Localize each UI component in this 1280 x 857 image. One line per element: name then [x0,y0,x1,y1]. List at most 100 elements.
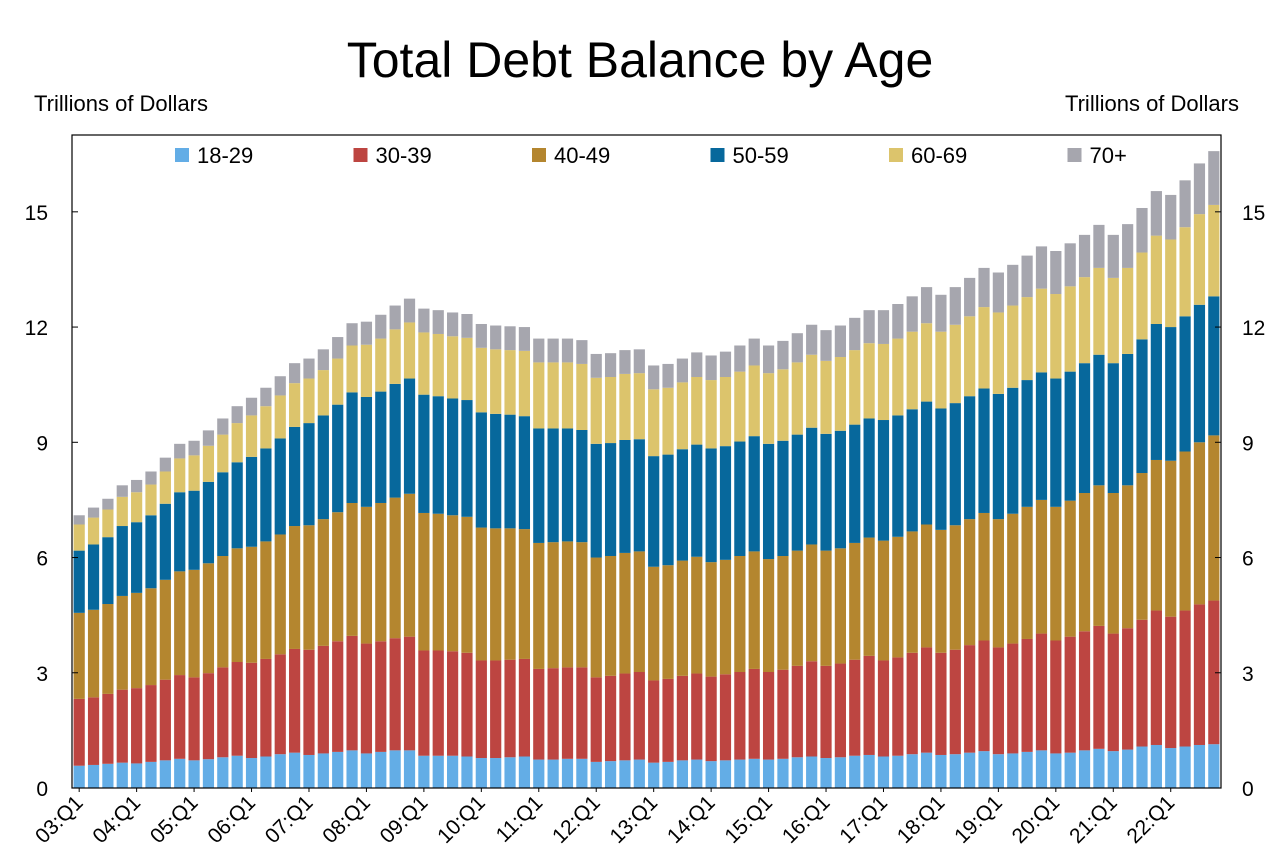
bar-segment-70+ [1007,264,1019,306]
bar-segment-30-39 [791,665,803,758]
bar-segment-18-29 [849,755,861,788]
bar-stack [935,294,947,788]
bar-segment-18-29 [547,759,559,788]
x-tick-label: 12:Q1 [548,791,605,848]
bar-segment-40-49 [1021,506,1033,639]
bar-segment-18-29 [461,756,473,788]
bar-segment-18-29 [389,750,401,788]
bar-segment-18-29 [159,760,171,788]
legend-label: 50-59 [733,143,789,168]
bar-segment-40-49 [676,560,688,676]
bar-segment-30-39 [604,675,617,762]
bar-segment-50-59 [1078,363,1091,493]
bar-segment-40-49 [231,548,243,663]
bar-segment-70+ [389,305,401,330]
bar-segment-70+ [648,365,660,390]
bar-segment-18-29 [920,752,933,788]
y-tick-label-right: 0 [1242,778,1254,801]
bar-segment-70+ [892,304,904,339]
bar-segment-18-29 [935,754,947,788]
bar-segment-30-39 [260,658,272,757]
bar-segment-70+ [159,457,171,472]
bar-segment-60-69 [1107,277,1119,364]
bar-segment-40-49 [978,512,990,641]
bar-segment-60-69 [1122,267,1134,354]
bar-segment-30-39 [490,660,502,759]
bar-segment-50-59 [719,446,732,560]
bar-segment-30-39 [332,641,344,752]
bar-segment-60-69 [906,331,918,410]
bar-stack [490,325,502,788]
bar-segment-50-59 [648,456,660,567]
bar-segment-70+ [346,323,358,346]
bar-stack [949,287,961,788]
bar-segment-18-29 [245,758,258,788]
bar-segment-50-59 [849,424,861,543]
bar-segment-60-69 [590,377,602,444]
bar-segment-60-69 [1093,267,1105,355]
bar-segment-50-59 [1150,323,1162,460]
bar-segment-30-39 [935,652,947,755]
bar-stacks [73,151,1220,788]
bar-segment-30-39 [1021,638,1033,752]
bar-segment-50-59 [346,392,358,503]
bar-segment-40-49 [834,548,846,664]
bar-segment-70+ [73,515,85,525]
bar-segment-70+ [145,471,157,485]
x-tick-label: 14:Q1 [663,791,720,848]
bar-segment-40-49 [719,559,732,675]
bar-segment-18-29 [619,760,631,788]
x-tick-label: 21:Q1 [1065,791,1122,848]
bar-segment-40-49 [590,557,602,678]
bar-stack [102,498,114,788]
bar-segment-40-49 [303,525,315,650]
bar-segment-40-49 [604,555,617,676]
bar-stack [188,440,200,788]
legend-swatch [889,148,903,162]
bar-segment-70+ [332,337,344,359]
legend-swatch [353,148,368,162]
legend-swatch [532,148,546,162]
bar-segment-40-49 [691,556,703,674]
bar-segment-40-49 [73,612,85,699]
bar-segment-30-39 [475,660,487,759]
bar-segment-70+ [87,507,100,518]
bar-segment-70+ [748,338,760,366]
bar-segment-50-59 [1136,339,1148,474]
bar-segment-30-39 [691,673,703,760]
bar-segment-70+ [633,349,645,374]
bar-segment-40-49 [1165,460,1177,617]
bar-segment-60-69 [676,382,688,450]
bar-segment-40-49 [734,555,746,672]
bar-stack [547,338,559,788]
bar-segment-70+ [317,349,329,371]
x-tick-label: 10:Q1 [433,791,490,848]
bar-segment-30-39 [1078,631,1091,751]
y-tick-label-left: 0 [36,778,48,801]
bar-segment-30-39 [576,667,588,759]
bar-segment-50-59 [518,416,531,530]
bar-segment-30-39 [217,667,229,758]
bar-segment-40-49 [920,524,933,648]
bar-segment-50-59 [432,396,444,514]
bar-segment-40-49 [576,542,588,668]
bar-segment-30-39 [834,663,846,758]
bar-segment-70+ [877,310,890,344]
x-tick-label: 06:Q1 [203,791,260,848]
bar-segment-70+ [1078,234,1091,278]
bar-segment-70+ [102,498,114,510]
bar-stack [1064,243,1076,788]
bar-segment-60-69 [145,484,157,516]
bar-segment-50-59 [1035,372,1048,500]
bar-segment-60-69 [475,347,487,413]
bar-stack [719,351,732,788]
bar-segment-60-69 [102,509,114,538]
bar-segment-40-49 [705,562,717,677]
bar-segment-40-49 [274,534,286,655]
bar-segment-70+ [461,314,473,338]
bar-segment-50-59 [1208,296,1220,436]
y-tick-label-left: 6 [36,548,48,571]
bar-segment-60-69 [375,338,387,392]
bar-segment-70+ [1150,191,1162,236]
bar-segment-40-49 [777,555,789,670]
